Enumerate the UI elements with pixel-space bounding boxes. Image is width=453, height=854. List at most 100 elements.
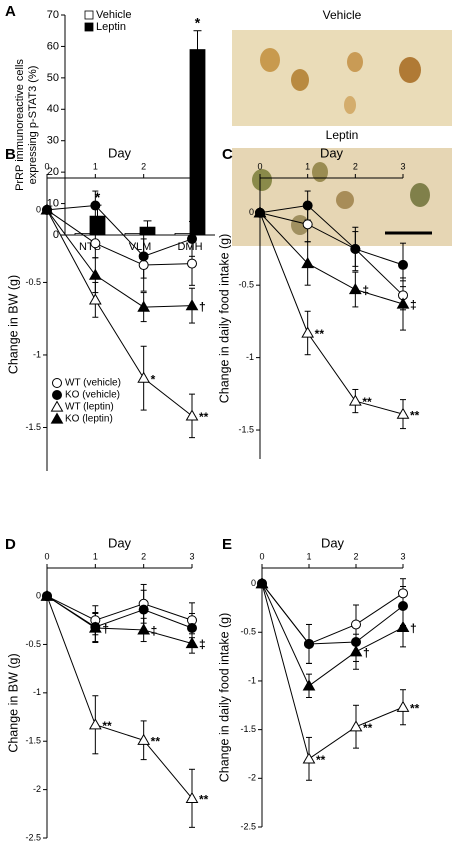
x-axis-label: Day xyxy=(108,145,132,160)
annotation: ** xyxy=(316,753,326,767)
series-line xyxy=(261,583,404,645)
y-tick-label: -1.5 xyxy=(238,424,254,434)
data-point xyxy=(348,283,362,295)
series-line xyxy=(46,209,193,417)
x-tick-label: DMH xyxy=(177,241,202,253)
panel-label: C xyxy=(222,146,233,163)
x-tick-label: 1 xyxy=(93,161,98,171)
legend-label: WT (leptin) xyxy=(65,402,114,413)
data-point xyxy=(396,700,410,712)
legend-marker xyxy=(52,378,62,388)
legend-swatch xyxy=(84,10,94,20)
annotation: ** xyxy=(102,719,112,733)
bar xyxy=(89,215,106,236)
annotation: * xyxy=(195,14,201,30)
x-axis-label: Day xyxy=(321,535,345,550)
data-point xyxy=(302,679,316,691)
y-tick-label: 30 xyxy=(47,135,59,147)
data-point xyxy=(187,258,197,269)
data-point xyxy=(40,203,54,215)
y-tick-label: 0 xyxy=(251,578,256,588)
annotation: ‡ xyxy=(410,298,417,312)
data-point xyxy=(138,604,149,615)
data-point xyxy=(88,293,102,305)
data-point xyxy=(396,407,410,419)
bar xyxy=(124,233,141,236)
annotation: ‡ xyxy=(199,638,206,652)
series-line xyxy=(46,205,193,257)
y-axis-label: Change in daily food intake (g) xyxy=(217,234,231,404)
series-line xyxy=(261,583,404,760)
y-tick-label: -2 xyxy=(248,773,256,783)
legend-marker xyxy=(52,390,62,400)
x-tick-label: 0 xyxy=(259,551,264,561)
y-tick-label: -1 xyxy=(33,349,41,359)
panel-label: B xyxy=(5,146,16,163)
series-line xyxy=(46,595,193,799)
data-point xyxy=(255,577,269,589)
data-point xyxy=(398,600,408,611)
annotation: † xyxy=(102,622,109,636)
series-line xyxy=(46,209,193,308)
legend-label: Leptin xyxy=(96,21,126,33)
data-point xyxy=(187,623,197,633)
x-tick-label: 3 xyxy=(189,551,194,561)
x-tick-label: 2 xyxy=(353,161,358,171)
micrograph-leptin xyxy=(232,148,452,246)
legend-label: Vehicle xyxy=(96,9,131,21)
data-point xyxy=(398,259,408,270)
annotation: ** xyxy=(315,327,325,341)
data-point xyxy=(301,326,315,338)
data-point xyxy=(137,300,151,312)
annotation: ** xyxy=(363,721,373,735)
legend-marker xyxy=(50,400,64,412)
series-line xyxy=(261,583,404,645)
legend-label: KO (vehicle) xyxy=(65,390,120,401)
data-point xyxy=(351,619,361,630)
y-tick-label: -1 xyxy=(246,352,254,362)
annotation: † xyxy=(410,622,417,636)
data-point xyxy=(304,638,314,649)
y-tick-label: 20 xyxy=(47,166,59,178)
annotation: ** xyxy=(199,410,209,424)
series-line xyxy=(259,212,404,305)
x-tick-label: 0 xyxy=(44,161,49,171)
y-tick-label: -2 xyxy=(33,784,41,794)
annotation: ** xyxy=(199,792,209,806)
data-point xyxy=(302,219,313,230)
x-tick-label: 3 xyxy=(189,161,194,171)
legend-label: KO (leptin) xyxy=(65,414,113,425)
x-tick-label: 1 xyxy=(305,161,310,171)
y-tick-label: -1.5 xyxy=(25,422,41,432)
y-tick-label: 0 xyxy=(53,229,59,241)
x-tick-label: 2 xyxy=(353,551,358,561)
data-point xyxy=(138,251,149,262)
x-tick-label: 0 xyxy=(257,161,262,171)
bar xyxy=(139,226,156,236)
x-axis-label: Day xyxy=(320,145,344,160)
x-tick-label: 0 xyxy=(44,551,49,561)
data-point xyxy=(185,299,199,311)
x-tick-label: 3 xyxy=(400,161,405,171)
annotation: † xyxy=(363,646,370,660)
data-point xyxy=(185,636,199,649)
x-tick-label: VLM xyxy=(129,241,152,253)
y-axis-label: expressing p-STAT3 (%) xyxy=(27,66,39,185)
annotation: ** xyxy=(410,408,420,422)
data-point xyxy=(302,752,316,764)
data-point xyxy=(90,238,101,249)
data-point xyxy=(88,718,102,730)
y-tick-label: -2.5 xyxy=(25,832,41,842)
series-line xyxy=(46,595,193,644)
y-tick-label: 50 xyxy=(47,72,59,84)
y-tick-label: -0.5 xyxy=(238,280,254,290)
annotation: * xyxy=(95,189,101,205)
x-axis-label: Day xyxy=(108,535,132,550)
data-point xyxy=(187,233,197,244)
y-tick-label: -0.5 xyxy=(25,277,41,287)
y-tick-label: 60 xyxy=(47,40,59,52)
series-line xyxy=(46,209,193,266)
y-tick-label: 70 xyxy=(47,9,59,21)
